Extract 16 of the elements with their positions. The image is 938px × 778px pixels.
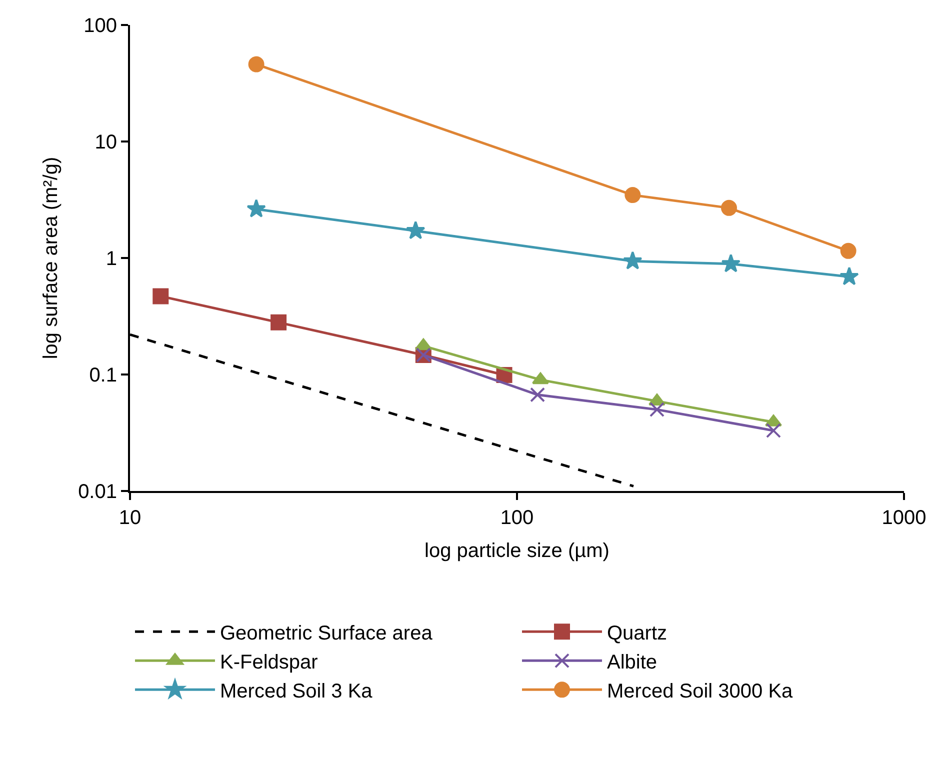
y-tick-label: 0.1 <box>89 364 117 386</box>
y-tick-label: 100 <box>84 15 117 37</box>
y-tick-label: 0.01 <box>78 481 117 503</box>
legend-label: Geometric Surface area <box>220 622 434 644</box>
y-tick-label: 1 <box>106 248 117 270</box>
y-axis-title: log surface area (m²/g) <box>40 156 62 360</box>
x-tick-label: 10 <box>118 507 142 529</box>
y-tick-label: 10 <box>94 132 117 154</box>
x-tick-label: 1000 <box>882 507 926 529</box>
legend-label: Albite <box>607 651 658 674</box>
legend-label: Merced Soil 3 Ka <box>220 680 374 702</box>
x-tick-label: 100 <box>500 507 534 529</box>
legend-label: Merced Soil 3000 Ka <box>607 680 794 702</box>
legend-label: K-Feldspar <box>220 651 318 674</box>
x-axis-title: log particle size (µm) <box>424 540 610 562</box>
legend-label: Quartz <box>607 622 668 644</box>
